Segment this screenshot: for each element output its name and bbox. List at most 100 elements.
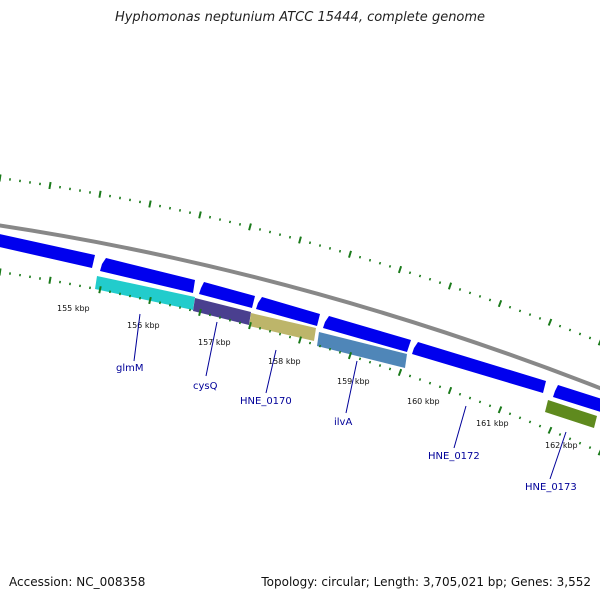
gene-HNE_0173[interactable] [545,400,597,428]
leader-ilvA [345,360,358,414]
minor-tick [568,328,572,332]
minor-tick [178,306,182,309]
minor-tick [428,381,432,385]
gene-ilvA[interactable] [317,332,407,368]
gene-label-HNE_0170[interactable]: HNE_0170 [240,396,292,407]
minor-tick [388,265,392,268]
minor-tick [228,318,232,322]
leader-glmM [133,313,141,362]
gene-HNE_0170[interactable] [249,313,316,341]
forward-gene[interactable] [256,297,320,326]
genome-backbone [0,223,600,391]
minor-tick [568,437,572,441]
major-tick [148,296,152,305]
minor-tick [188,308,192,312]
minor-tick [318,344,322,348]
major-tick [248,321,252,330]
minor-tick [538,317,542,320]
minor-tick [478,400,482,404]
major-tick [298,336,302,344]
minor-tick [268,329,272,333]
minor-tick [218,218,222,221]
major-tick [48,181,52,190]
minor-tick [438,281,442,285]
major-tick [348,250,352,258]
minor-tick [188,211,192,215]
minor-tick [308,241,312,245]
major-tick [597,339,600,346]
minor-tick [358,255,362,259]
major-tick [447,282,453,290]
major-tick [447,386,453,395]
coordinate-label: 156 kbp [127,321,160,330]
minor-tick [488,404,492,408]
gene-label-cysQ[interactable]: cysQ [193,381,218,392]
minor-tick [518,309,522,313]
minor-tick [588,336,592,340]
minor-tick [238,223,242,226]
major-tick [48,276,52,284]
minor-tick [488,298,492,302]
gene-glmM[interactable] [95,276,195,310]
leader-HNE_0172 [453,405,467,449]
minor-tick [588,446,592,450]
minor-tick [168,206,172,210]
leader-HNE_0173 [549,431,567,480]
leader-HNE_0170 [265,349,277,394]
minor-tick [208,215,212,219]
minor-tick [508,412,512,416]
minor-tick [288,235,292,239]
forward-gene[interactable] [553,385,600,412]
gene-cysQ[interactable] [193,298,251,325]
major-tick [148,200,152,208]
outer-tick-ring [0,174,600,346]
minor-tick [158,301,162,305]
minor-tick [518,416,522,420]
minor-tick [558,433,562,436]
major-tick [0,174,2,182]
gene-label-HNE_0172[interactable]: HNE_0172 [428,451,480,462]
major-tick [397,368,403,377]
major-tick [397,265,403,274]
minor-tick [378,261,382,265]
major-tick [298,236,302,244]
minor-tick [138,296,142,300]
minor-tick [578,332,582,336]
minor-tick [318,244,322,247]
minor-tick [278,332,282,336]
major-tick [547,426,553,434]
minor-tick [328,347,332,351]
minor-tick [168,303,172,307]
gene-label-glmM[interactable]: glmM [116,363,144,374]
minor-tick [258,326,262,330]
gene-label-ilvA[interactable]: ilvA [334,417,352,428]
coordinate-label: 161 kbp [476,419,509,428]
label-leaders [133,313,567,480]
minor-tick [328,247,332,250]
gene-label-HNE_0173[interactable]: HNE_0173 [525,482,577,493]
minor-tick [458,288,462,291]
forward-gene[interactable] [323,316,411,352]
minor-tick [238,321,242,325]
forward-gene[interactable] [0,233,95,268]
forward-gene[interactable] [199,282,255,308]
forward-gene[interactable] [100,258,195,293]
minor-tick [178,209,182,212]
minor-tick [338,350,342,354]
minor-tick [408,374,412,378]
minor-tick [258,228,262,231]
minor-tick [218,316,222,319]
minor-tick [578,441,582,445]
major-tick [597,449,600,456]
coordinate-label: 160 kbp [407,397,440,406]
minor-tick [268,230,272,234]
major-tick [347,351,353,360]
minor-tick [358,357,362,361]
major-tick [198,308,202,317]
major-tick [98,190,102,198]
major-tick [547,318,553,326]
minor-tick [418,274,422,278]
forward-gene[interactable] [412,342,546,393]
major-tick [497,299,503,308]
